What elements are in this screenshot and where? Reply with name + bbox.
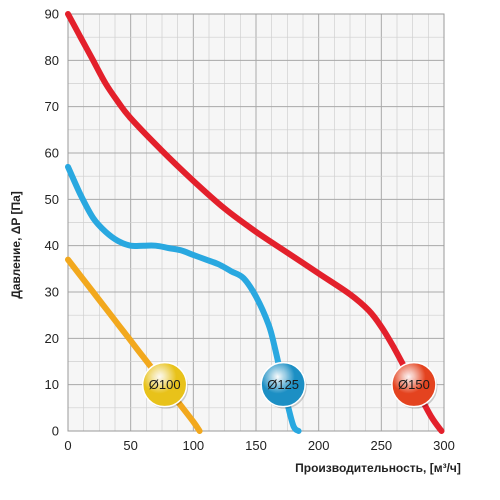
x-tick-label: 150 bbox=[245, 438, 267, 453]
y-axis-label: Давление, ΔP [Па] bbox=[9, 191, 23, 299]
badge-d125 bbox=[260, 361, 306, 408]
badge-label-d150: Ø150 bbox=[398, 377, 430, 392]
badge-label-d125: Ø125 bbox=[267, 377, 299, 392]
x-tick-label: 300 bbox=[433, 438, 455, 453]
curve-d100 bbox=[65, 256, 203, 434]
y-tick-label: 30 bbox=[45, 285, 59, 300]
tick-labels: 0 10 20 30 40 50 60 70 80 90 0 50 100 150 200 250 300 bbox=[45, 7, 455, 454]
y-tick-label: 70 bbox=[45, 99, 59, 114]
y-tick-label: 60 bbox=[45, 146, 59, 161]
y-tick-label: 90 bbox=[45, 7, 59, 22]
y-tick-label: 80 bbox=[45, 53, 59, 68]
y-tick-label: 40 bbox=[45, 238, 59, 253]
grid bbox=[67, 13, 445, 432]
x-tick-label: 250 bbox=[370, 438, 392, 453]
y-tick-label: 0 bbox=[52, 424, 59, 439]
x-axis-label: Производительность, [м³/ч] bbox=[295, 461, 461, 475]
curve-d125 bbox=[65, 163, 302, 434]
x-tick-label: 50 bbox=[123, 438, 137, 453]
plot-border bbox=[67, 13, 445, 432]
y-tick-label: 10 bbox=[45, 377, 59, 392]
series-badges: Ø100 Ø125 Ø150 bbox=[141, 361, 438, 409]
y-tick-label: 50 bbox=[45, 192, 59, 207]
badge-label-d100: Ø100 bbox=[149, 377, 181, 392]
badge-d100 bbox=[141, 361, 188, 408]
x-tick-label: 200 bbox=[308, 438, 330, 453]
badge-d150 bbox=[391, 361, 437, 408]
x-tick-label: 0 bbox=[64, 438, 71, 453]
x-tick-label: 100 bbox=[182, 438, 204, 453]
y-tick-label: 20 bbox=[45, 331, 59, 346]
